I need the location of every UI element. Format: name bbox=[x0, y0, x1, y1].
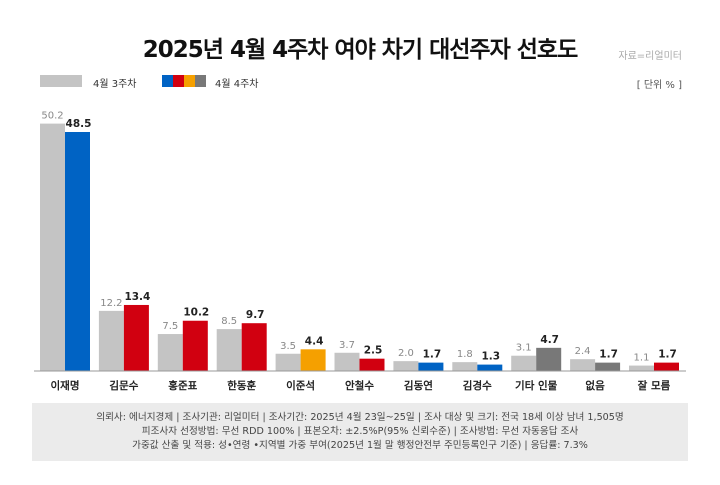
data-label-current-week: 1.3 bbox=[481, 351, 500, 363]
bar-current-week bbox=[300, 349, 326, 371]
footnote-line-3: 가중값 산출 및 적용: 성•연령 •지역별 가중 부여(2025년 1월 말 … bbox=[132, 440, 588, 451]
bar-current-week bbox=[595, 362, 621, 371]
data-label-prev-week: 50.2 bbox=[41, 111, 63, 122]
legend-swatch-blue bbox=[162, 75, 173, 87]
legend-swatch-red bbox=[173, 75, 184, 87]
data-label-current-week: 48.5 bbox=[66, 118, 92, 130]
bar-current-week bbox=[477, 364, 503, 371]
data-label-current-week: 9.7 bbox=[246, 309, 265, 321]
legend-swatch-prev-week bbox=[40, 75, 82, 87]
bar-current-week bbox=[182, 320, 208, 371]
bar-prev-week bbox=[40, 123, 65, 371]
bar-prev-week bbox=[629, 365, 654, 371]
data-label-prev-week: 2.0 bbox=[398, 348, 414, 359]
bar-current-week bbox=[123, 304, 149, 371]
legend-swatch-orange bbox=[184, 75, 195, 87]
category-tick-label: 김경수 bbox=[463, 379, 492, 392]
data-label-prev-week: 1.1 bbox=[634, 353, 650, 364]
category-tick-label: 없음 bbox=[585, 379, 605, 392]
source-note: 자료=리얼미터 bbox=[618, 51, 682, 62]
category-tick-label: 홍준표 bbox=[168, 379, 197, 392]
data-label-current-week: 13.4 bbox=[124, 291, 150, 303]
legend-label-current-week: 4월 4주차 bbox=[215, 79, 259, 90]
data-label-prev-week: 12.2 bbox=[100, 298, 122, 309]
data-label-prev-week: 2.4 bbox=[575, 346, 591, 357]
bar-prev-week bbox=[570, 359, 596, 371]
bar-prev-week bbox=[157, 334, 183, 371]
bar-current-week bbox=[418, 362, 444, 371]
bar-current-week bbox=[359, 358, 385, 371]
data-label-current-week: 4.4 bbox=[305, 335, 324, 347]
bar-current-week bbox=[536, 347, 562, 371]
data-label-prev-week: 3.1 bbox=[516, 343, 532, 354]
unit-label: [ 단위 % ] bbox=[636, 80, 682, 91]
category-tick-label: 이준석 bbox=[286, 379, 315, 392]
data-label-prev-week: 3.7 bbox=[339, 340, 355, 351]
chart-title: 2025년 4월 4주차 여야 차기 대선주자 선호도 bbox=[142, 37, 578, 63]
bar-prev-week bbox=[452, 362, 478, 371]
legend-swatch-current-week bbox=[162, 75, 206, 87]
category-tick-label: 한동훈 bbox=[227, 379, 256, 392]
bar-prev-week bbox=[393, 361, 419, 371]
data-label-prev-week: 3.5 bbox=[280, 341, 296, 352]
legend-swatch-gray bbox=[195, 75, 206, 87]
bar-prev-week bbox=[334, 352, 360, 371]
data-label-current-week: 1.7 bbox=[599, 349, 618, 361]
data-label-current-week: 2.5 bbox=[364, 345, 383, 357]
bar-chart: 50.248.5 이재명 12.213.4 김문수 7.5 10.2 홍준표 8.5 9.7 한동… bbox=[34, 111, 686, 392]
bar-prev-week bbox=[98, 310, 124, 371]
data-label-prev-week: 8.5 bbox=[221, 316, 237, 327]
data-label-current-week: 1.7 bbox=[658, 349, 677, 361]
bar-prev-week bbox=[511, 355, 537, 371]
bar-current-week bbox=[241, 323, 267, 371]
data-label-prev-week: 1.8 bbox=[457, 349, 473, 360]
survey-footnote: 의뢰사: 에너지경제 | 조사기관: 리얼미터 | 조사기간: 2025년 4월… bbox=[32, 403, 688, 461]
bar-prev-week bbox=[216, 329, 242, 371]
category-tick-label: 이재명 bbox=[51, 379, 80, 392]
data-label-current-week: 4.7 bbox=[540, 334, 559, 346]
category-tick-label: 기타 인물 bbox=[515, 379, 558, 392]
footnote-line-1: 의뢰사: 에너지경제 | 조사기관: 리얼미터 | 조사기간: 2025년 4월… bbox=[96, 412, 624, 423]
data-label-current-week: 1.7 bbox=[423, 349, 442, 361]
data-label-current-week: 10.2 bbox=[183, 307, 209, 319]
category-tick-label: 김동연 bbox=[404, 379, 433, 392]
category-tick-label: 안철수 bbox=[345, 379, 374, 392]
legend-label-prev-week: 4월 3주차 bbox=[93, 79, 137, 90]
category-tick-label: 김문수 bbox=[109, 380, 138, 392]
category-tick-label: 잘 모름 bbox=[638, 380, 671, 392]
bar-prev-week bbox=[275, 353, 301, 371]
bar-current-week bbox=[654, 362, 679, 371]
footnote-line-2: 피조사자 선정방법: 무선 RDD 100% | 표본오차: ±2.5%P(95… bbox=[141, 426, 579, 437]
bar-current-week bbox=[65, 132, 90, 371]
data-label-prev-week: 7.5 bbox=[162, 321, 178, 332]
